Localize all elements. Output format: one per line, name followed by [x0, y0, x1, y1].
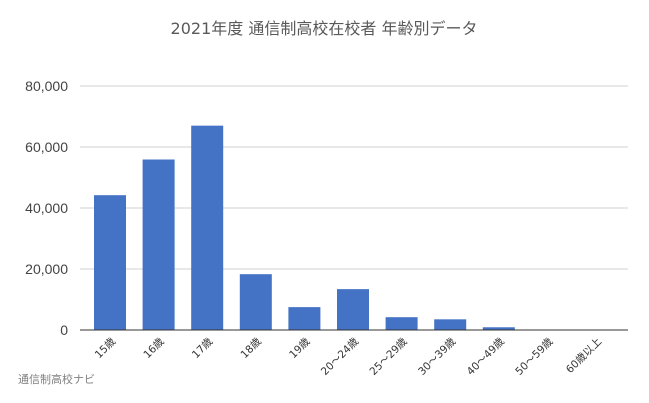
- bar: [191, 125, 224, 331]
- bar: [434, 319, 467, 330]
- x-axis-ticks: 15歳 16歳 17歳 18歳 19歳 20～24歳 25～29歳 30～39歳 40～49歳 5…: [93, 335, 604, 378]
- y-tick-label: 60,000: [25, 139, 68, 155]
- x-tick-label: 18歳: [239, 335, 265, 361]
- x-tick-label: 60歳以上: [564, 336, 604, 376]
- bar: [337, 289, 369, 330]
- bar: [385, 317, 418, 330]
- y-tick-label: 20,000: [25, 261, 68, 277]
- bars: [94, 125, 612, 331]
- y-tick-label: 40,000: [25, 200, 68, 216]
- bar: [94, 195, 126, 330]
- x-tick-label: 20～24歳: [319, 335, 362, 378]
- x-tick-label: 40～49歳: [465, 335, 508, 378]
- bar: [239, 274, 272, 330]
- x-tick-label: 25～29歳: [367, 335, 410, 378]
- bar: [482, 327, 515, 330]
- source-label: 通信制高校ナビ: [18, 372, 95, 386]
- x-tick-label: 19歳: [287, 335, 313, 361]
- y-tick-label: 0: [60, 322, 68, 338]
- x-tick-label: 17歳: [190, 335, 216, 361]
- x-tick-label: 30～39歳: [416, 335, 459, 378]
- bar: [288, 307, 321, 330]
- bar: [142, 159, 175, 330]
- x-tick-label: 16歳: [141, 335, 167, 361]
- y-tick-label: 80,000: [25, 78, 68, 94]
- x-tick-label: 50～59歳: [513, 335, 556, 378]
- y-axis-ticks: 0 20,000 40,000 60,000 80,000: [25, 78, 68, 338]
- chart-title: 2021年度 通信制高校在校者 年齢別データ: [171, 19, 478, 38]
- x-tick-label: 15歳: [93, 335, 119, 361]
